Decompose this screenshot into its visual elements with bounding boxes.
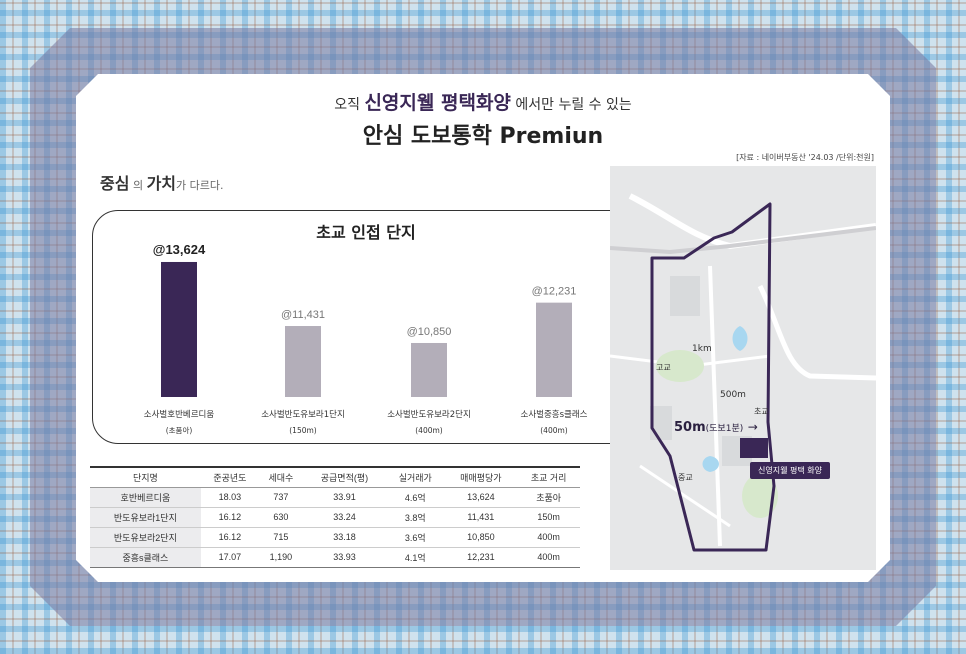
bar xyxy=(536,302,572,397)
walk-distance-callout: 50m(도보1분) → xyxy=(674,420,758,435)
table-cell: 반도유보라2단지 xyxy=(90,527,201,548)
table-cell: 11,431 xyxy=(444,507,518,528)
table-header-cell: 실거래가 xyxy=(386,466,445,488)
table-cell: 33.24 xyxy=(302,507,387,528)
category-note: (150m) xyxy=(289,426,317,435)
table-row: 중흥s클래스 17.07 1,190 33.93 4.1억 12,231 400m xyxy=(90,547,580,568)
subhead-particle: 의 xyxy=(132,179,144,192)
table-cell: 150m xyxy=(517,507,580,528)
table-header-cell: 초교 거리 xyxy=(517,466,580,488)
chart-box: 초교 인접 단지 @13,624 소사벌호반베르디움 (초품아) @11,431 소사벌… xyxy=(92,210,640,444)
table-cell: 737 xyxy=(259,487,303,508)
table-cell: 17.07 xyxy=(200,547,260,568)
walk-note: (도보1분) xyxy=(705,424,744,434)
table-cell: 3.6억 xyxy=(386,527,445,548)
table-header-cell: 공급면적(평) xyxy=(302,466,387,488)
table-cell: 715 xyxy=(259,527,303,548)
table-cell: 12,231 xyxy=(444,547,518,568)
table-row: 호반베르디움 18.03 737 33.91 4.6억 13,624 초품아 xyxy=(90,487,580,508)
table-header-cell: 단지명 xyxy=(90,466,201,488)
map-label-elementary: 초교 xyxy=(754,407,769,416)
table-cell: 630 xyxy=(259,507,303,528)
table-cell: 16.12 xyxy=(200,507,260,528)
headline-prefix: 오직 xyxy=(334,97,360,113)
table-header-cell: 매매평당가 xyxy=(444,466,518,488)
category-note: (초품아) xyxy=(166,425,193,435)
subhead-rest: 가 다르다. xyxy=(176,179,224,192)
content-card: 오직 신영지웰 평택화양 에서만 누릴 수 있는 안심 도보통학 Premiun… xyxy=(76,74,890,582)
headline-line2: 안심 도보통학 Premiun xyxy=(362,124,604,149)
headline-suffix: 에서만 누릴 수 있는 xyxy=(515,97,632,113)
bar-chart: @13,624 소사벌호반베르디움 (초품아) @11,431 소사벌반도유보라1단지 (… xyxy=(144,242,588,435)
map-graphic xyxy=(610,166,876,570)
data-label: @12,231 xyxy=(532,286,577,298)
category-label: 소사벌반도유보라2단지 xyxy=(387,409,471,420)
map-label-500m: 500m xyxy=(720,390,746,400)
subhead: 중심 의 가치가 다르다. xyxy=(100,170,224,194)
table-cell: 33.18 xyxy=(302,527,387,548)
site-marker xyxy=(740,438,768,458)
table-cell: 반도유보라1단지 xyxy=(90,507,201,528)
table-cell: 13,624 xyxy=(444,487,518,508)
bar xyxy=(161,261,197,397)
table-cell: 10,850 xyxy=(444,527,518,548)
table-cell: 18.03 xyxy=(200,487,260,508)
category-label: 소사벌반도유보라1단지 xyxy=(261,409,345,420)
category-label: 소사벌호반베르디움 xyxy=(144,409,215,420)
headline-brand: 신영지웰 평택화양 xyxy=(364,92,511,114)
category-note: (400m) xyxy=(540,426,568,435)
chart-title: 초교 인접 단지 xyxy=(316,223,416,242)
table-row: 반도유보라2단지 16.12 715 33.18 3.6억 10,850 400m xyxy=(90,527,580,548)
data-label: @11,431 xyxy=(281,309,325,321)
map-label-high-school: 고교 xyxy=(656,363,671,372)
table-header-cell: 세대수 xyxy=(259,466,303,488)
table-cell: 호반베르디움 xyxy=(90,487,201,508)
data-label: @10,850 xyxy=(407,326,452,338)
site-label: 신영지웰 평택 화양 xyxy=(750,462,830,479)
table-cell: 33.91 xyxy=(302,487,387,508)
area-map: 1km 500m 고교 초교 중교 50m(도보1분) → 신영지웰 평택 화양 xyxy=(610,166,876,570)
table-cell: 33.93 xyxy=(302,547,387,568)
table-cell: 400m xyxy=(517,547,580,568)
subhead-word2: 가치 xyxy=(146,174,177,193)
table-cell: 초품아 xyxy=(517,487,580,508)
category-note: (400m) xyxy=(415,426,443,435)
walk-distance: 50m xyxy=(674,420,706,435)
headline-line1: 오직 신영지웰 평택화양 에서만 누릴 수 있는 xyxy=(76,88,890,115)
table-cell: 400m xyxy=(517,527,580,548)
table-header-row: 단지명 준공년도 세대수 공급면적(평) 실거래가 매매평당가 초교 거리 xyxy=(90,466,580,488)
table-header-cell: 준공년도 xyxy=(200,466,260,488)
map-label-1km: 1km xyxy=(692,344,712,354)
bar xyxy=(285,326,321,397)
source-note: [자료 : 네이버부동산 '24.03 /단위:천원] xyxy=(736,153,874,162)
table-cell: 4.6억 xyxy=(386,487,445,508)
table-cell: 중흥s클래스 xyxy=(90,547,201,568)
bar xyxy=(411,342,447,397)
table-cell: 1,190 xyxy=(259,547,303,568)
data-label: @13,624 xyxy=(153,242,206,257)
table-cell: 4.1억 xyxy=(386,547,445,568)
category-label: 소사벌중흥s클래스 xyxy=(521,409,588,420)
map-label-middle-school: 중교 xyxy=(678,473,693,482)
table-row: 반도유보라1단지 16.12 630 33.24 3.8억 11,431 150m xyxy=(90,507,580,528)
subhead-word1: 중심 xyxy=(100,174,130,193)
arrow-right-icon: → xyxy=(747,420,758,434)
table-cell: 16.12 xyxy=(200,527,260,548)
table-cell: 3.8억 xyxy=(386,507,445,528)
comparison-table: 단지명 준공년도 세대수 공급면적(평) 실거래가 매매평당가 초교 거리 호반베르디움 18… xyxy=(90,466,580,568)
